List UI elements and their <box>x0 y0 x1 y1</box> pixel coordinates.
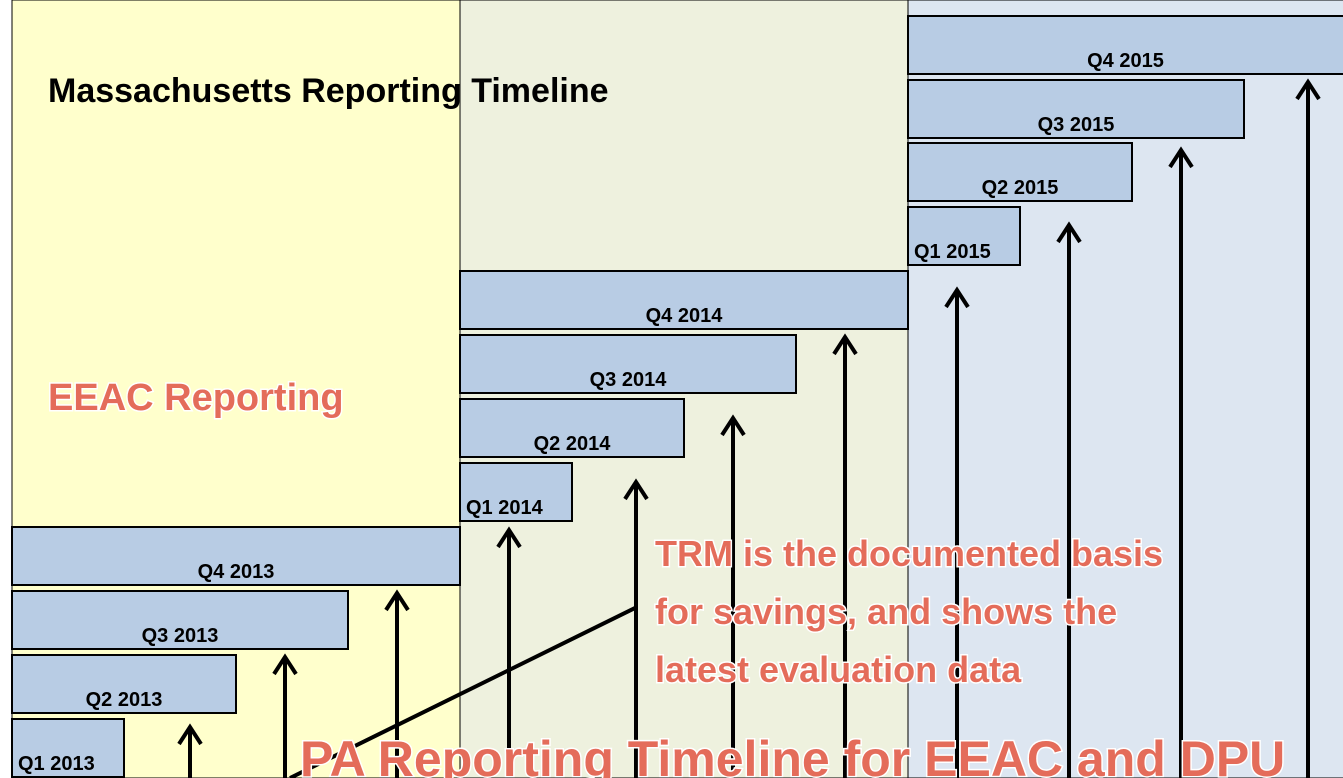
quarter-label: Q3 2015 <box>1038 114 1115 136</box>
quarter-bar <box>907 142 1133 202</box>
arrow-head <box>272 653 298 676</box>
arrow-head <box>1056 221 1082 244</box>
quarter-bar <box>11 590 349 650</box>
callout-line <box>289 605 638 778</box>
quarter-bar <box>459 270 909 330</box>
quarter-label: Q1 2015 <box>914 241 991 263</box>
arrow-head <box>720 414 746 437</box>
quarter-label: Q4 2013 <box>198 561 275 583</box>
quarter-bar <box>11 654 237 714</box>
quarter-bar <box>459 398 685 458</box>
quarter-label: Q1 2014 <box>466 497 544 519</box>
quarter-label: Q2 2015 <box>982 177 1059 199</box>
arrow-head <box>384 589 410 612</box>
arrow-head <box>1295 78 1321 101</box>
trm-note-line: latest evaluation data <box>655 649 1022 690</box>
trm-note-line: TRM is the documented basis <box>655 533 1163 574</box>
trm-note-line: for savings, and shows the <box>655 591 1117 632</box>
quarter-bar <box>907 79 1245 139</box>
quarter-bar <box>907 206 1021 266</box>
arrow-head <box>832 333 858 356</box>
quarter-label: Q3 2014 <box>590 369 668 391</box>
quarter-bar <box>459 334 797 394</box>
arrow-head <box>1168 146 1194 169</box>
quarter-bar <box>11 718 125 778</box>
quarter-label: Q2 2014 <box>534 433 612 455</box>
arrow-head <box>944 286 970 309</box>
quarter-label: Q4 2015 <box>1087 50 1164 72</box>
arrow-head <box>623 478 649 501</box>
quarter-bar <box>907 15 1343 75</box>
pa-label: PA Reporting Timeline for EEAC and DPU <box>300 731 1285 778</box>
quarter-bar <box>11 526 461 586</box>
quarter-bar <box>459 462 573 522</box>
arrow-head <box>496 526 522 549</box>
quarter-label: Q2 2013 <box>86 689 163 711</box>
quarter-label: Q3 2013 <box>142 625 219 647</box>
quarter-label: Q4 2014 <box>646 305 724 327</box>
arrow-head <box>177 723 203 746</box>
quarter-label: Q1 2013 <box>18 753 95 775</box>
eeac-label: EEAC Reporting <box>48 377 344 419</box>
title: Massachusetts Reporting Timeline <box>48 72 609 110</box>
